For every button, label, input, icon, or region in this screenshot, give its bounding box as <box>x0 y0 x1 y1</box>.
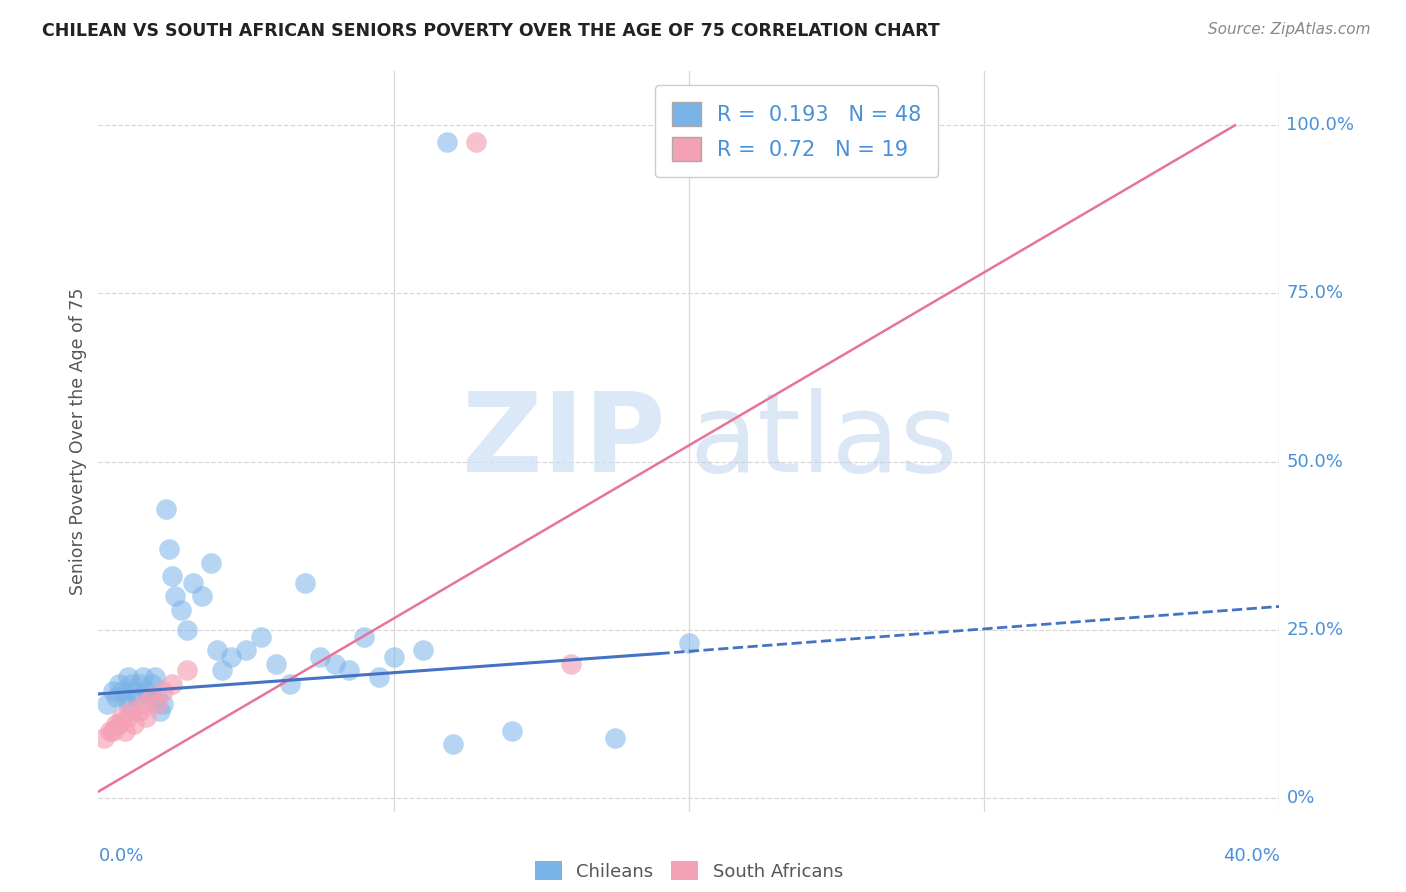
Point <box>465 135 488 149</box>
Y-axis label: Seniors Poverty Over the Age of 75: Seniors Poverty Over the Age of 75 <box>69 288 87 595</box>
Point <box>181 575 204 590</box>
Point <box>146 697 169 711</box>
Point <box>294 575 316 590</box>
Point <box>678 636 700 650</box>
Text: Source: ZipAtlas.com: Source: ZipAtlas.com <box>1208 22 1371 37</box>
Point <box>114 690 136 705</box>
Point <box>368 670 391 684</box>
Point <box>103 723 125 738</box>
Text: 0.0%: 0.0% <box>98 847 143 865</box>
Point <box>250 630 273 644</box>
Point <box>152 697 174 711</box>
Point <box>264 657 287 671</box>
Point <box>117 697 139 711</box>
Point <box>165 590 187 604</box>
Point <box>105 690 128 705</box>
Point <box>412 643 434 657</box>
Text: 100.0%: 100.0% <box>1286 116 1354 134</box>
Point <box>111 683 134 698</box>
Point <box>235 643 257 657</box>
Point <box>132 697 155 711</box>
Point <box>323 657 346 671</box>
Point <box>501 723 523 738</box>
Text: 0%: 0% <box>1286 789 1315 807</box>
Text: atlas: atlas <box>689 388 957 495</box>
Point <box>337 664 360 678</box>
Point <box>120 704 142 718</box>
Point <box>105 717 128 731</box>
Point <box>128 704 150 718</box>
Point <box>170 603 193 617</box>
Point <box>128 677 150 691</box>
Point <box>122 717 145 731</box>
Point <box>309 649 332 664</box>
Point <box>120 677 142 691</box>
Point <box>132 670 155 684</box>
Text: 25.0%: 25.0% <box>1286 621 1344 639</box>
Text: CHILEAN VS SOUTH AFRICAN SENIORS POVERTY OVER THE AGE OF 75 CORRELATION CHART: CHILEAN VS SOUTH AFRICAN SENIORS POVERTY… <box>42 22 941 40</box>
Point <box>382 649 405 664</box>
Point <box>96 697 118 711</box>
Point <box>176 664 198 678</box>
Point <box>108 717 131 731</box>
Point <box>200 556 222 570</box>
Point <box>143 670 166 684</box>
Point <box>93 731 115 745</box>
Point <box>108 677 131 691</box>
Point <box>138 690 160 705</box>
Point <box>103 683 125 698</box>
Point <box>162 569 183 583</box>
Point <box>98 723 121 738</box>
Point <box>219 649 242 664</box>
Text: 75.0%: 75.0% <box>1286 285 1344 302</box>
Point <box>353 630 375 644</box>
Point <box>605 731 627 745</box>
Point <box>141 690 163 705</box>
Point <box>205 643 228 657</box>
Point <box>155 501 177 516</box>
Point <box>152 683 174 698</box>
Point <box>135 683 157 698</box>
Point <box>157 542 180 557</box>
Point <box>176 623 198 637</box>
Text: 40.0%: 40.0% <box>1223 847 1279 865</box>
Point <box>560 657 582 671</box>
Point <box>211 664 233 678</box>
Point <box>135 710 157 724</box>
Point <box>149 704 172 718</box>
Point <box>191 590 214 604</box>
Point <box>117 710 139 724</box>
Point <box>441 738 464 752</box>
Legend: Chileans, South Africans: Chileans, South Africans <box>527 854 851 888</box>
Text: 50.0%: 50.0% <box>1286 453 1343 471</box>
Point <box>436 135 458 149</box>
Point <box>122 683 145 698</box>
Point <box>162 677 183 691</box>
Point <box>111 710 134 724</box>
Point <box>278 677 302 691</box>
Point <box>117 670 139 684</box>
Text: ZIP: ZIP <box>463 388 665 495</box>
Point <box>146 690 169 705</box>
Point <box>125 690 148 705</box>
Point <box>114 723 136 738</box>
Point <box>141 677 163 691</box>
